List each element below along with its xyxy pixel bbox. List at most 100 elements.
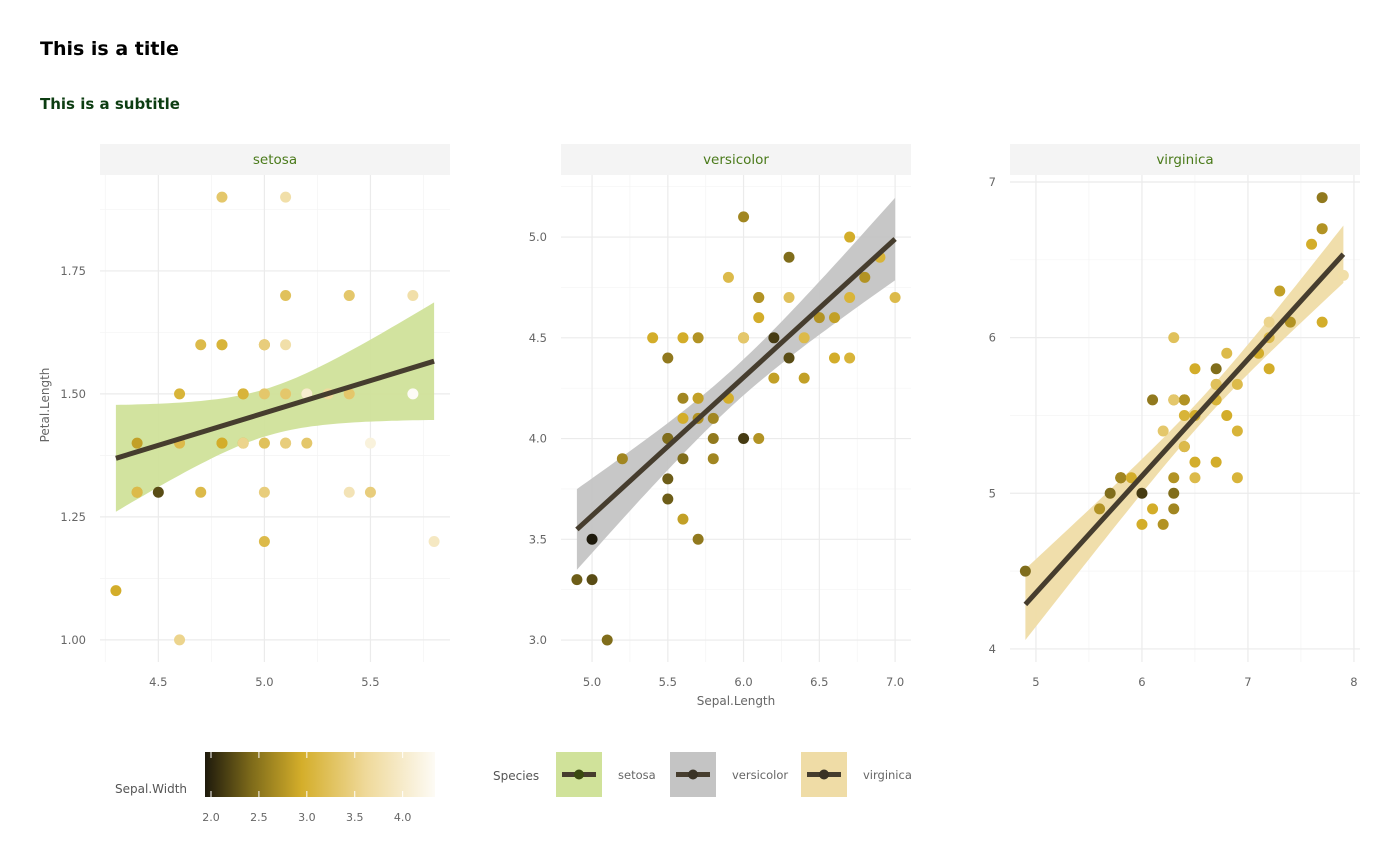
- data-point: [343, 290, 355, 302]
- data-point: [647, 332, 659, 344]
- data-point: [1168, 503, 1180, 515]
- data-point: [1189, 456, 1201, 468]
- regression-line: [115, 358, 435, 461]
- data-point: [1306, 238, 1318, 250]
- data-point: [844, 352, 856, 364]
- x-tick-label: 5.5: [361, 675, 379, 689]
- data-point: [889, 292, 901, 304]
- y-axis-title: Petal.Length: [38, 368, 52, 443]
- confidence-band: [115, 302, 435, 512]
- data-point: [1147, 503, 1159, 515]
- y-tick-label: 4.5: [529, 331, 547, 345]
- x-axis-title: Sepal.Length: [697, 694, 776, 708]
- data-point: [1168, 487, 1180, 499]
- data-point: [1094, 503, 1106, 515]
- y-tick-label: 1.75: [60, 264, 86, 278]
- data-point: [783, 292, 795, 304]
- x-tick-label: 7.0: [886, 675, 904, 689]
- data-point: [1104, 487, 1116, 499]
- data-point: [280, 191, 292, 203]
- data-point: [707, 453, 719, 465]
- data-point: [258, 388, 270, 400]
- data-point: [1274, 285, 1286, 297]
- data-point: [258, 437, 270, 449]
- facet-strip-label: virginica: [1156, 152, 1213, 168]
- data-point: [407, 388, 419, 400]
- data-point: [195, 486, 207, 498]
- data-point: [1337, 269, 1349, 281]
- y-tick-label: 5: [989, 486, 996, 500]
- legend-label: versicolor: [732, 768, 788, 782]
- data-point: [1231, 378, 1243, 390]
- data-point: [1221, 347, 1233, 359]
- data-point: [407, 290, 419, 302]
- legend-point-glyph: [688, 769, 698, 780]
- data-point: [216, 339, 228, 351]
- colorbar: [205, 752, 435, 797]
- data-point: [301, 437, 313, 449]
- data-point: [280, 290, 292, 302]
- data-point: [174, 634, 186, 646]
- data-point: [707, 433, 719, 445]
- colorbar-tick-label: 3.0: [298, 811, 316, 824]
- data-point: [364, 437, 376, 449]
- legend-point-glyph: [574, 769, 584, 780]
- data-point: [1210, 363, 1222, 375]
- x-tick-label: 4.5: [149, 675, 167, 689]
- data-point: [677, 392, 689, 404]
- data-point: [1263, 316, 1275, 328]
- data-point: [1210, 378, 1222, 390]
- chart-subtitle: This is a subtitle: [40, 95, 180, 113]
- data-point: [677, 513, 689, 525]
- legend-point-glyph: [819, 769, 829, 780]
- data-point: [813, 312, 825, 324]
- data-point: [1125, 472, 1137, 484]
- x-tick-label: 5.0: [583, 675, 601, 689]
- data-point: [662, 473, 674, 485]
- data-point: [692, 332, 704, 344]
- y-tick-label: 4: [989, 642, 996, 656]
- data-point: [131, 486, 143, 498]
- data-point: [258, 535, 270, 547]
- data-point: [1231, 425, 1243, 437]
- color-legend-title: Sepal.Width: [115, 782, 187, 796]
- data-point: [677, 412, 689, 424]
- y-tick-label: 7: [989, 175, 996, 189]
- x-tick-label: 8: [1350, 675, 1357, 689]
- facet-strip: [100, 144, 450, 175]
- data-point: [707, 412, 719, 424]
- x-tick-label: 6.0: [734, 675, 752, 689]
- data-point: [1168, 472, 1180, 484]
- data-point: [174, 388, 186, 400]
- data-point: [195, 339, 207, 351]
- chart-title: This is a title: [40, 38, 179, 60]
- x-tick-label: 5.5: [659, 675, 677, 689]
- y-tick-label: 3.5: [529, 532, 547, 546]
- data-point: [216, 191, 228, 203]
- y-tick-label: 1.50: [60, 387, 86, 401]
- data-point: [798, 372, 810, 384]
- data-point: [662, 493, 674, 505]
- data-point: [844, 231, 856, 243]
- data-point: [1221, 409, 1233, 421]
- x-tick-label: 7: [1244, 675, 1251, 689]
- facet-strip: [561, 144, 911, 175]
- data-point: [1136, 518, 1148, 530]
- data-point: [1316, 316, 1328, 328]
- data-point: [364, 486, 376, 498]
- y-tick-label: 5.0: [529, 230, 547, 244]
- y-tick-label: 4.0: [529, 432, 547, 446]
- colorbar-tick-label: 2.5: [250, 811, 268, 824]
- data-point: [783, 251, 795, 263]
- data-point: [738, 211, 750, 223]
- data-point: [722, 271, 734, 283]
- data-point: [258, 339, 270, 351]
- data-point: [280, 339, 292, 351]
- data-point: [1231, 472, 1243, 484]
- legend-label: virginica: [863, 768, 912, 782]
- data-point: [571, 574, 583, 586]
- data-point: [216, 437, 228, 449]
- data-point: [1178, 409, 1190, 421]
